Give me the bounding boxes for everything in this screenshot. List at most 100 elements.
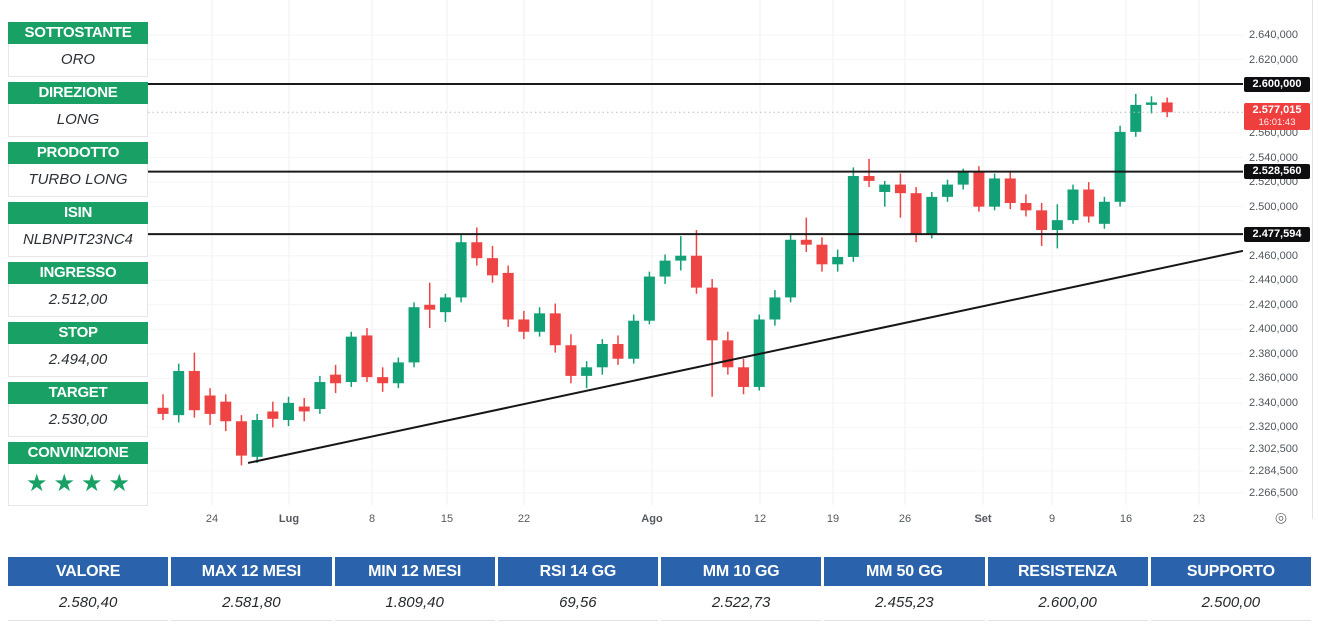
sidebar-value-prodotto: TURBO LONG: [8, 164, 148, 197]
candle[interactable]: [377, 367, 389, 392]
sidebar-row-isin: ISIN NLBNPIT23NC4: [8, 202, 148, 257]
sidebar-value-direzione: LONG: [8, 104, 148, 137]
candle[interactable]: [675, 236, 687, 271]
candle[interactable]: [157, 394, 169, 421]
candle[interactable]: [1020, 194, 1032, 217]
candle[interactable]: [926, 191, 938, 239]
candle[interactable]: [690, 229, 702, 294]
candle[interactable]: [1067, 184, 1079, 224]
candle[interactable]: [1083, 182, 1095, 223]
sidebar-header-convinzione: CONVINZIONE: [8, 442, 148, 464]
y-axis-tick: 2.302,500: [1249, 442, 1298, 455]
candle[interactable]: [581, 361, 593, 389]
candle[interactable]: [643, 271, 655, 325]
candle[interactable]: [738, 358, 750, 395]
candle[interactable]: [894, 173, 906, 218]
sidebar-header-stop: STOP: [8, 322, 148, 344]
candle[interactable]: [173, 363, 185, 423]
y-axis-tick: 2.360,000: [1249, 372, 1298, 385]
candle[interactable]: [816, 237, 828, 272]
candle[interactable]: [314, 375, 326, 414]
candle[interactable]: [706, 279, 718, 397]
candle[interactable]: [549, 303, 561, 353]
candle[interactable]: [204, 388, 216, 425]
candle[interactable]: [486, 245, 498, 283]
sidebar-row-target: TARGET 2.530,00: [8, 382, 148, 437]
candle[interactable]: [612, 335, 624, 365]
candle[interactable]: [502, 265, 514, 327]
candle[interactable]: [283, 396, 295, 427]
eye-icon[interactable]: ◎: [1274, 509, 1288, 525]
candle[interactable]: [330, 364, 342, 394]
sidebar-value-target: 2.530,00: [8, 404, 148, 437]
candle[interactable]: [1004, 172, 1016, 210]
stats-header-mm-10-gg: MM 10 GG: [661, 557, 822, 586]
candle[interactable]: [832, 249, 844, 272]
candle[interactable]: [879, 180, 891, 207]
y-axis-tick: 2.460,000: [1249, 249, 1298, 262]
trendline[interactable]: [247, 249, 1243, 464]
x-axis-tick-24: 24: [205, 513, 219, 525]
candle[interactable]: [910, 187, 922, 243]
last-price-time: 16:01:43: [1258, 117, 1296, 129]
candle[interactable]: [220, 394, 232, 432]
candle[interactable]: [1130, 93, 1142, 137]
x-axis-tick-19: 19: [826, 513, 840, 525]
candle[interactable]: [424, 282, 436, 329]
candlestick-series[interactable]: [157, 93, 1173, 466]
y-axis-tick: 2.620,000: [1249, 53, 1298, 66]
sidebar-header-isin: ISIN: [8, 202, 148, 224]
candle[interactable]: [659, 254, 671, 284]
candle[interactable]: [989, 173, 1001, 211]
y-axis-tick: 2.340,000: [1249, 396, 1298, 409]
candle[interactable]: [455, 234, 467, 303]
candle[interactable]: [235, 415, 247, 466]
stats-value-mm-50-gg: 2.455,23: [824, 586, 985, 621]
stats-value-rsi-14-gg: 69,56: [497, 586, 658, 621]
candle[interactable]: [769, 290, 781, 326]
candle[interactable]: [1161, 97, 1173, 118]
stats-header-max-12-mesi: MAX 12 MESI: [171, 557, 332, 586]
level-badge-2-528-560: 2.528,560: [1244, 164, 1310, 180]
candle[interactable]: [863, 158, 875, 188]
candle[interactable]: [518, 310, 530, 340]
candle[interactable]: [1098, 196, 1110, 229]
candle[interactable]: [267, 401, 279, 428]
x-axis-tick-23: 23: [1192, 513, 1206, 525]
y-axis-tick: 2.320,000: [1249, 421, 1298, 434]
candle[interactable]: [847, 167, 859, 262]
chart-canvas[interactable]: [148, 0, 1243, 505]
time-axis[interactable]: 24 Lug 8 15 22 Ago 12 19 26 Set 9 16 23: [148, 505, 1243, 539]
x-axis-tick-26: 26: [898, 513, 912, 525]
candle[interactable]: [1145, 96, 1157, 114]
candle[interactable]: [188, 352, 200, 418]
stats-header-mm-50-gg: MM 50 GG: [824, 557, 985, 586]
candle[interactable]: [534, 307, 546, 337]
candle[interactable]: [298, 397, 310, 422]
candle[interactable]: [1036, 202, 1048, 246]
candle[interactable]: [361, 328, 373, 383]
candle[interactable]: [1051, 204, 1063, 249]
candle[interactable]: [628, 314, 640, 364]
x-axis-tick-8: 8: [368, 513, 376, 525]
y-axis-tick: 2.420,000: [1249, 298, 1298, 311]
sidebar-header-target: TARGET: [8, 382, 148, 404]
candle[interactable]: [251, 413, 263, 463]
candle[interactable]: [439, 293, 451, 322]
candle[interactable]: [345, 331, 357, 387]
candle[interactable]: [408, 302, 420, 368]
last-price-badge: 2.577,015 16:01:43: [1244, 103, 1310, 131]
price-axis[interactable]: 2.577,015 16:01:43 2.640,000 2.620,000 2.5…: [1243, 0, 1313, 519]
candle[interactable]: [973, 166, 985, 212]
candle[interactable]: [785, 233, 797, 303]
candle[interactable]: [942, 179, 953, 202]
candlestick-chart[interactable]: [148, 0, 1243, 505]
candle[interactable]: [1114, 125, 1126, 207]
sidebar-header-sottostante: SOTTOSTANTE: [8, 22, 148, 44]
candle[interactable]: [565, 334, 577, 384]
stats-column-max-12-mesi: MAX 12 MESI 2.581,80: [171, 557, 332, 621]
sidebar-value-ingresso: 2.512,00: [8, 284, 148, 317]
candle[interactable]: [596, 339, 608, 375]
candle[interactable]: [722, 331, 734, 375]
candle[interactable]: [392, 357, 404, 389]
